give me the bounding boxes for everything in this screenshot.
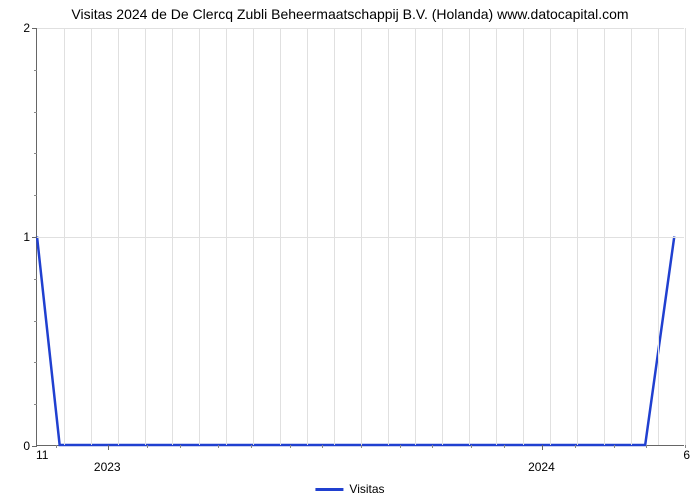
y-minor-tick	[34, 321, 37, 322]
y-tick-mark	[32, 446, 37, 447]
grid-line-v	[685, 28, 686, 445]
x-minor-tick	[147, 445, 148, 448]
x-minor-tick	[432, 445, 433, 448]
x-minor-tick	[361, 445, 362, 448]
x-minor-tick	[180, 445, 181, 448]
corner-label-right: 6	[683, 448, 690, 462]
grid-line-h	[37, 237, 684, 238]
x-minor-tick	[646, 445, 647, 448]
y-minor-tick	[34, 112, 37, 113]
y-tick-label: 2	[23, 21, 30, 35]
y-minor-tick	[34, 404, 37, 405]
y-minor-tick	[34, 362, 37, 363]
chart-title: Visitas 2024 de De Clercq Zubli Beheerma…	[71, 6, 628, 22]
x-minor-tick	[290, 445, 291, 448]
x-minor-tick	[614, 445, 615, 448]
legend-swatch	[315, 488, 343, 491]
x-minor-tick	[575, 445, 576, 448]
y-tick-mark	[32, 237, 37, 238]
x-tick-label: 2024	[528, 460, 555, 474]
x-minor-tick	[471, 445, 472, 448]
x-tick-label: 2023	[94, 460, 121, 474]
legend: Visitas	[315, 482, 384, 496]
y-minor-tick	[34, 279, 37, 280]
x-minor-tick	[322, 445, 323, 448]
y-minor-tick	[34, 70, 37, 71]
y-minor-tick	[34, 195, 37, 196]
plot-area	[36, 28, 684, 446]
y-tick-mark	[32, 28, 37, 29]
x-tick-mark	[108, 445, 109, 450]
grid-line-h	[37, 28, 684, 29]
x-tick-mark	[542, 445, 543, 450]
y-tick-label: 1	[23, 230, 30, 244]
x-minor-tick	[218, 445, 219, 448]
x-minor-tick	[251, 445, 252, 448]
corner-label-left: 11	[36, 448, 48, 462]
chart-container: Visitas 2024 de De Clercq Zubli Beheerma…	[0, 0, 700, 500]
y-tick-label: 0	[23, 439, 30, 453]
x-minor-tick	[56, 445, 57, 448]
x-minor-tick	[400, 445, 401, 448]
y-minor-tick	[34, 153, 37, 154]
legend-label: Visitas	[349, 482, 384, 496]
x-minor-tick	[504, 445, 505, 448]
